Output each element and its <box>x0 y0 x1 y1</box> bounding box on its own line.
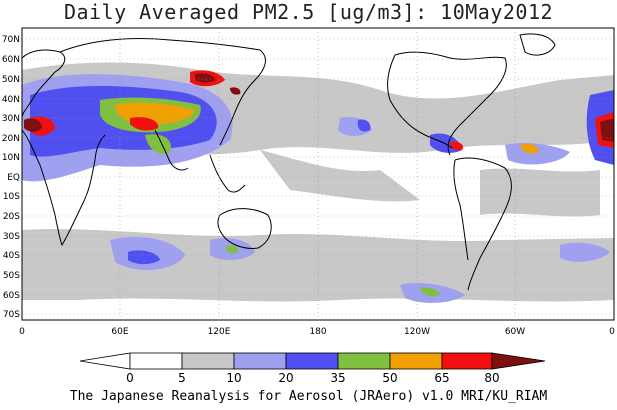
colorbar-swatch <box>181 352 235 370</box>
lat-label: 30S <box>3 232 20 242</box>
latitude-labels: 70N 60N 50N 40N 30N 20N 10N EQ 10S 20S 3… <box>2 35 20 320</box>
lon-label: 120W <box>404 327 430 337</box>
map-frame <box>21 27 615 321</box>
credit-line: The Japanese Reanalysis for Aerosol (JRA… <box>69 389 548 404</box>
colorbar-tick: 65 <box>434 371 449 385</box>
colorbar-tick: 80 <box>484 371 499 385</box>
colorbar-max-arrow <box>491 352 546 370</box>
lon-label: 0 <box>609 327 615 337</box>
lat-label: 20S <box>3 212 20 222</box>
lat-label: 40N <box>2 95 20 105</box>
lat-label: 40S <box>3 251 20 261</box>
colorbar-tick: 10 <box>226 371 241 385</box>
lat-label: 60S <box>3 291 20 301</box>
lat-label: 50N <box>2 75 20 85</box>
colorbar-swatch <box>285 352 339 370</box>
colorbar-tick: 5 <box>178 371 186 385</box>
lon-label: 60W <box>505 327 525 337</box>
lat-label: 70N <box>2 35 20 45</box>
lon-label: 120E <box>208 327 231 337</box>
lat-label: 10N <box>2 153 20 163</box>
lat-label: 60N <box>2 55 20 65</box>
colorbar: 0 5 10 20 35 50 65 80 <box>79 352 546 385</box>
colorbar-tick: 35 <box>330 371 345 385</box>
colorbar-swatch <box>233 352 287 370</box>
map-title: Daily Averaged PM2.5 [ug/m3]: 10May2012 <box>63 0 554 24</box>
lat-label: 70S <box>3 310 20 320</box>
colorbar-swatch <box>441 352 493 370</box>
colorbar-swatch <box>129 352 183 370</box>
lat-label: 20N <box>2 134 20 144</box>
colorbar-swatch <box>389 352 443 370</box>
lat-label: 10S <box>3 192 20 202</box>
coastlines <box>21 33 556 291</box>
pm25-field <box>22 62 614 303</box>
colorbar-tick: 20 <box>278 371 293 385</box>
lat-label: 50S <box>3 271 20 281</box>
gridlines <box>22 28 614 320</box>
lon-label: 60E <box>111 327 128 337</box>
longitude-labels: 0 60E 120E 180 120W 60W 0 <box>19 327 615 337</box>
colorbar-swatch <box>337 352 391 370</box>
lon-label: 180 <box>309 327 326 337</box>
lat-label: EQ <box>7 173 20 183</box>
colorbar-tick: 50 <box>382 371 397 385</box>
lat-label: 30N <box>2 114 20 124</box>
lon-label: 0 <box>19 327 25 337</box>
colorbar-min-arrow <box>79 352 131 370</box>
colorbar-tick: 0 <box>126 371 134 385</box>
